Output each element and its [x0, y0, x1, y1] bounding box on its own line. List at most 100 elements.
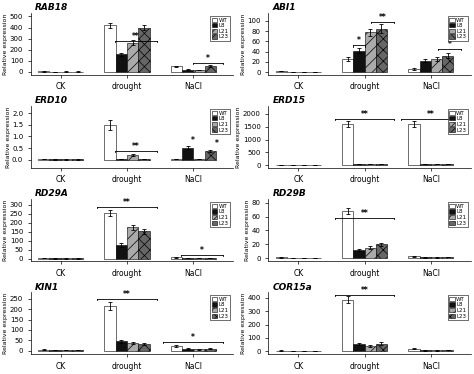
Bar	[138, 159, 149, 160]
Bar	[205, 349, 216, 351]
Bar	[193, 70, 205, 72]
Text: **: **	[379, 13, 387, 22]
Bar	[205, 66, 216, 72]
Bar	[419, 257, 431, 258]
Text: RD29A: RD29A	[35, 190, 69, 199]
Bar	[182, 349, 193, 351]
Text: RAB18: RAB18	[35, 3, 68, 12]
Text: RD29B: RD29B	[273, 190, 306, 199]
Bar	[104, 125, 116, 160]
Bar	[104, 25, 116, 72]
Bar	[408, 256, 419, 258]
Bar	[49, 350, 61, 351]
Bar	[193, 349, 205, 351]
Bar	[104, 306, 116, 351]
Bar	[342, 124, 353, 165]
Bar	[276, 257, 287, 258]
Bar	[171, 346, 182, 351]
Bar	[205, 151, 216, 160]
Legend: WT, L8, L21, L23: WT, L8, L21, L23	[210, 16, 230, 41]
Bar	[205, 258, 216, 259]
Y-axis label: Relative expression: Relative expression	[237, 106, 241, 168]
Bar	[171, 159, 182, 160]
Bar	[72, 350, 83, 351]
Text: **: **	[361, 209, 368, 218]
Text: **: **	[361, 110, 368, 119]
Bar	[442, 257, 454, 258]
Bar	[127, 343, 138, 351]
Text: **: **	[361, 286, 368, 295]
Bar	[138, 232, 149, 259]
Bar	[353, 164, 365, 165]
Bar	[38, 258, 49, 259]
Bar	[127, 154, 138, 160]
Bar	[193, 159, 205, 160]
Text: ERD15: ERD15	[273, 96, 305, 105]
Bar	[376, 244, 387, 258]
Bar	[38, 350, 49, 351]
Y-axis label: Relative expression: Relative expression	[3, 13, 9, 75]
Legend: WT, L8, L21, L23: WT, L8, L21, L23	[210, 202, 230, 227]
Bar	[431, 257, 442, 258]
Bar	[419, 61, 431, 72]
Bar	[353, 50, 365, 72]
Bar	[365, 32, 376, 72]
Y-axis label: Relative expression: Relative expression	[6, 106, 10, 168]
Bar	[116, 159, 127, 160]
Bar	[408, 124, 419, 165]
Text: **: **	[123, 197, 131, 206]
Bar	[182, 148, 193, 160]
Bar	[116, 54, 127, 72]
Bar	[276, 71, 287, 72]
Bar	[127, 43, 138, 72]
Text: *: *	[200, 245, 204, 254]
Bar	[182, 70, 193, 72]
Bar	[431, 164, 442, 165]
Bar	[442, 350, 454, 351]
Bar	[104, 213, 116, 259]
Y-axis label: Relative expression: Relative expression	[241, 292, 246, 354]
Bar	[182, 258, 193, 259]
Text: KIN1: KIN1	[35, 283, 59, 292]
Text: *: *	[356, 36, 361, 45]
Text: ABI1: ABI1	[273, 3, 296, 12]
Bar	[72, 71, 83, 72]
Text: **: **	[132, 142, 139, 151]
Legend: WT, L8, L21, L23: WT, L8, L21, L23	[210, 295, 230, 321]
Bar	[376, 164, 387, 165]
Bar	[365, 248, 376, 258]
Bar	[419, 350, 431, 351]
Bar	[431, 59, 442, 72]
Bar	[442, 56, 454, 72]
Text: *: *	[191, 333, 195, 342]
Legend: WT, L8, L21, L23: WT, L8, L21, L23	[210, 109, 230, 134]
Text: **: **	[132, 31, 139, 41]
Bar	[376, 28, 387, 72]
Bar	[171, 67, 182, 72]
Bar	[365, 164, 376, 165]
Text: **: **	[427, 110, 435, 119]
Y-axis label: Relative expression: Relative expression	[3, 292, 9, 354]
Bar	[138, 344, 149, 351]
Text: **: **	[123, 290, 131, 299]
Bar	[38, 159, 49, 160]
Bar	[116, 341, 127, 351]
Bar	[408, 68, 419, 72]
Text: *: *	[206, 54, 210, 63]
Legend: WT, L8, L21, L23: WT, L8, L21, L23	[447, 295, 468, 321]
Bar	[138, 28, 149, 72]
Text: COR15a: COR15a	[273, 283, 312, 292]
Text: *: *	[191, 136, 195, 145]
Bar	[116, 245, 127, 259]
Bar	[342, 211, 353, 258]
Legend: WT, L8, L21, L23: WT, L8, L21, L23	[447, 16, 468, 41]
Legend: WT, L8, L21, L23: WT, L8, L21, L23	[447, 202, 468, 227]
Bar	[431, 350, 442, 351]
Y-axis label: Relative expression: Relative expression	[3, 199, 9, 261]
Bar	[353, 344, 365, 351]
Text: ERD10: ERD10	[35, 96, 68, 105]
Bar	[408, 349, 419, 351]
Bar	[353, 250, 365, 258]
Bar	[61, 350, 72, 351]
Bar	[127, 227, 138, 259]
